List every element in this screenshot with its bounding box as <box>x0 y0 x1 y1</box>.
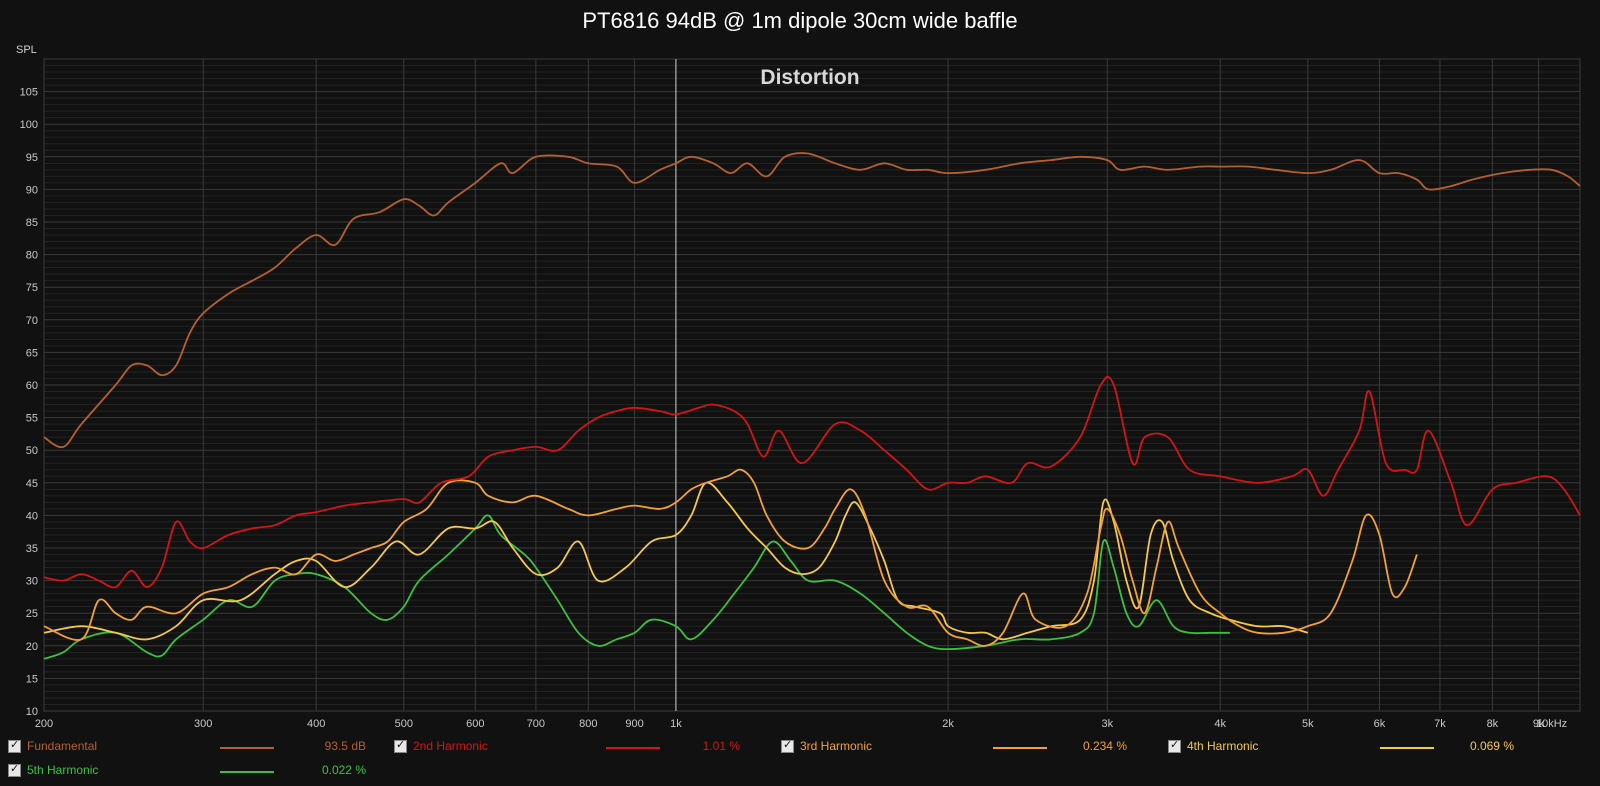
checkbox-fundamental[interactable]: ✓ <box>8 738 21 753</box>
series-line-4th-harmonic <box>43 481 1309 641</box>
y-axis-label: SPL <box>16 44 37 56</box>
legend-swatch <box>993 747 1047 749</box>
series-line-fundamental <box>43 152 1581 449</box>
x-tick-label: 10kHz <box>1536 718 1567 730</box>
y-tick-label: 55 <box>26 413 38 425</box>
legend-value: 0.234 % <box>1082 739 1127 753</box>
legend-label: 3rd Harmonic <box>800 739 873 753</box>
y-tick-label: 95 <box>26 152 38 164</box>
x-tick-label: 500 <box>395 718 413 730</box>
y-tick-label: 45 <box>26 478 38 490</box>
x-tick-label: 200 <box>35 718 53 730</box>
y-tick-label: 85 <box>26 217 38 229</box>
checkbox-3rd-harmonic[interactable]: ✓ <box>781 738 794 753</box>
x-tick-label: 1k <box>670 718 682 730</box>
x-tick-label: 700 <box>527 718 545 730</box>
x-tick-label: 900 <box>625 718 643 730</box>
y-tick-label: 70 <box>26 315 38 327</box>
series-line-3rd-harmonic <box>43 468 1418 647</box>
y-tick-label: 75 <box>26 282 38 294</box>
x-tick-label: 5k <box>1302 718 1314 730</box>
y-tick-label: 90 <box>26 184 38 196</box>
series-lines <box>43 152 1581 660</box>
y-tick-label: 15 <box>26 673 38 685</box>
y-tick-label: 10 <box>26 706 38 718</box>
legend-value: 0.069 % <box>1469 739 1514 753</box>
chart-title: PT6816 94dB @ 1m dipole 30cm wide baffle <box>582 8 1018 33</box>
y-tick-label: 20 <box>26 641 38 653</box>
legend-swatch <box>220 771 274 773</box>
x-tick-label: 7k <box>1434 718 1446 730</box>
legend-swatch <box>220 747 274 749</box>
x-tick-label: 800 <box>579 718 597 730</box>
y-tick-label: 100 <box>20 119 38 131</box>
x-tick-label: 9k <box>1533 718 1545 730</box>
y-tick-label: 80 <box>26 250 38 262</box>
legend-label: 2nd Harmonic <box>413 739 488 753</box>
y-tick-label: 50 <box>26 445 38 457</box>
checkbox-2nd-harmonic[interactable]: ✓ <box>394 738 407 753</box>
grid <box>43 58 1581 712</box>
legend-label: 5th Harmonic <box>27 763 99 777</box>
legend-swatch <box>1380 747 1434 749</box>
checkbox-4th-harmonic[interactable]: ✓ <box>1168 738 1181 753</box>
legend: ✓ Fundamental 93.5 dB ✓ 2nd Harmonic 1.0… <box>0 736 1600 786</box>
legend-swatch <box>606 747 660 749</box>
checkbox-5th-harmonic[interactable]: ✓ <box>8 762 21 777</box>
x-tick-label: 6k <box>1374 718 1386 730</box>
y-tick-label: 35 <box>26 543 38 555</box>
y-tick-label: 60 <box>26 380 38 392</box>
legend-value: 93.5 dB <box>324 739 366 753</box>
legend-label: Fundamental <box>27 739 98 753</box>
y-tick-label: 25 <box>26 608 38 620</box>
x-tick-label: 4k <box>1214 718 1226 730</box>
x-tick-label: 3k <box>1101 718 1113 730</box>
series-line-5th-harmonic <box>43 514 1230 660</box>
x-tick-label: 600 <box>466 718 484 730</box>
x-tick-label: 300 <box>194 718 212 730</box>
legend-value: 0.022 % <box>321 763 366 777</box>
x-tick-label: 400 <box>307 718 325 730</box>
y-tick-label: 105 <box>20 87 38 99</box>
x-tick-label: 2k <box>942 718 954 730</box>
distortion-chart: 10 15 20 25 30 35 40 45 50 55 60 65 70 75 80 85 90 95 100 1… <box>16 44 1581 730</box>
tick-labels: 10 15 20 25 30 35 40 45 50 55 60 65 70 75 80 85 90 95 100 1… <box>20 87 1568 730</box>
series-line-2nd-harmonic <box>43 375 1581 589</box>
y-tick-label: 40 <box>26 510 38 522</box>
chart-subtitle: Distortion <box>760 66 859 89</box>
y-tick-label: 30 <box>26 576 38 588</box>
y-tick-label: 65 <box>26 347 38 359</box>
legend-label: 4th Harmonic <box>1187 739 1259 753</box>
legend-value: 1.01 % <box>702 739 740 753</box>
x-tick-label: 8k <box>1487 718 1499 730</box>
